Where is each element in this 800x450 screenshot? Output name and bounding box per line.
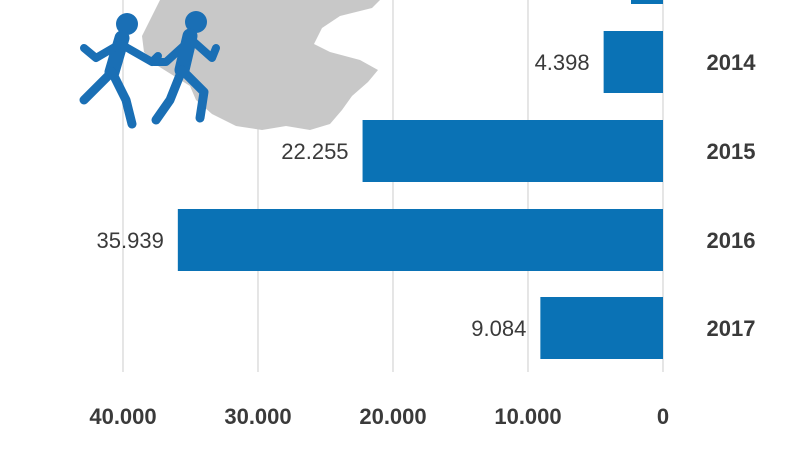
bar-partial-top bbox=[631, 0, 663, 4]
category-label-2015: 2015 bbox=[707, 139, 756, 164]
x-axis-ticks: 40.000 30.000 20.000 10.000 0 bbox=[89, 404, 669, 429]
bar-2017 bbox=[540, 297, 663, 359]
value-label-2017: 9.084 bbox=[471, 316, 526, 341]
x-tick-40.000: 40.000 bbox=[89, 404, 156, 429]
x-tick-30.000: 30.000 bbox=[224, 404, 291, 429]
bars bbox=[177, 31, 664, 359]
x-tick-20.000: 20.000 bbox=[359, 404, 426, 429]
value-label-2014: 4.398 bbox=[535, 50, 590, 75]
category-label-2014: 2014 bbox=[707, 50, 757, 75]
value-label-2016: 35.939 bbox=[97, 228, 164, 253]
x-tick-0: 0 bbox=[657, 404, 669, 429]
category-label-2016: 2016 bbox=[707, 228, 756, 253]
category-labels: 2014 2015 2016 2017 bbox=[707, 50, 757, 341]
running-children-icon bbox=[79, 11, 220, 129]
category-label-2017: 2017 bbox=[707, 316, 756, 341]
bar-2016 bbox=[177, 209, 664, 271]
value-label-2015: 22.255 bbox=[281, 139, 348, 164]
value-labels: 4.398 22.255 35.939 9.084 bbox=[97, 50, 590, 341]
x-tick-10.000: 10.000 bbox=[494, 404, 561, 429]
bar-2014 bbox=[603, 31, 663, 93]
bar-2015 bbox=[362, 120, 663, 182]
